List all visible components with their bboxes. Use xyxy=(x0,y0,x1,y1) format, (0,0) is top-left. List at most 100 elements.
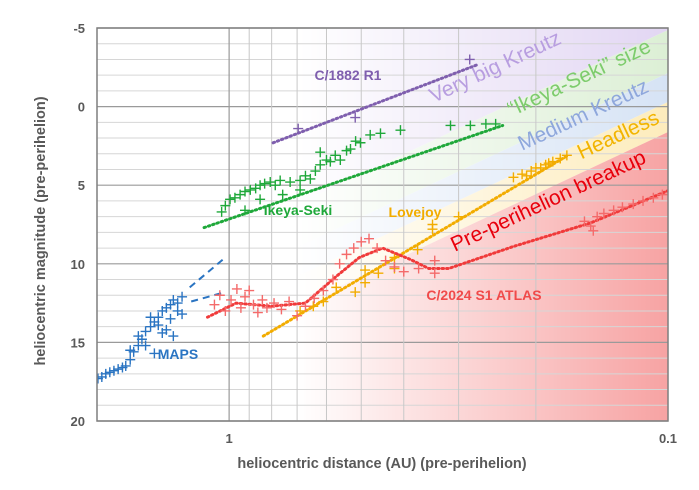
data-point xyxy=(145,312,156,323)
data-point xyxy=(350,136,361,147)
trend-line xyxy=(206,189,668,319)
data-point xyxy=(240,186,251,197)
data-point xyxy=(331,282,342,293)
data-point xyxy=(330,150,341,161)
y-tick-label: 15 xyxy=(71,335,85,350)
data-point xyxy=(555,153,566,164)
data-point xyxy=(315,159,326,170)
data-point xyxy=(412,244,423,255)
data-point xyxy=(209,299,220,310)
data-point xyxy=(309,293,320,304)
data-point xyxy=(125,345,136,356)
data-point xyxy=(585,221,596,232)
data-point xyxy=(375,128,386,139)
plot-border xyxy=(96,27,669,422)
series-maps xyxy=(97,256,226,384)
band-3 xyxy=(97,102,668,401)
data-point xyxy=(292,310,303,321)
axis-ticks: -5 0 5 10 15 20 1 0.1 xyxy=(71,21,678,446)
data-point xyxy=(255,194,266,205)
data-point xyxy=(341,249,352,260)
data-point xyxy=(429,268,440,279)
data-point xyxy=(244,285,255,296)
data-point xyxy=(327,274,338,285)
data-point xyxy=(356,236,367,247)
data-point xyxy=(216,206,227,217)
data-point xyxy=(270,180,281,191)
data-point xyxy=(389,261,400,272)
data-point xyxy=(380,255,391,266)
data-point xyxy=(225,194,236,205)
data-point xyxy=(348,243,359,254)
data-point xyxy=(257,294,268,305)
series-label: MAPS xyxy=(158,346,198,362)
trend-line xyxy=(202,124,505,230)
data-point xyxy=(365,129,376,140)
data-point xyxy=(240,291,251,302)
data-point xyxy=(153,320,164,331)
data-point xyxy=(226,294,237,305)
data-point xyxy=(355,137,366,148)
x-tick-label: 0.1 xyxy=(659,431,677,446)
series-c-2024-s1-atlas xyxy=(206,189,668,321)
data-point xyxy=(285,177,296,188)
data-point xyxy=(592,211,603,222)
data-point xyxy=(395,125,406,136)
data-point xyxy=(350,287,361,298)
data-point xyxy=(579,216,590,227)
data-point xyxy=(293,123,304,134)
series-c-1882-r1 xyxy=(271,54,481,145)
data-point xyxy=(465,120,476,131)
band-0 xyxy=(97,28,668,299)
data-point xyxy=(240,205,251,216)
series-label: C/2024 S1 ATLAS xyxy=(426,287,541,303)
data-point xyxy=(561,150,572,161)
data-point xyxy=(657,189,668,200)
band-4 xyxy=(97,132,668,421)
data-point xyxy=(214,290,225,301)
data-point xyxy=(269,298,280,309)
data-point xyxy=(617,202,628,213)
data-point xyxy=(177,291,188,302)
data-point xyxy=(284,296,295,307)
extrapolation-line xyxy=(189,256,226,289)
data-point xyxy=(517,169,528,180)
data-point xyxy=(259,178,270,189)
data-point xyxy=(275,175,286,186)
x-tick-label: 1 xyxy=(225,431,232,446)
gridlines xyxy=(97,27,668,422)
trend-line xyxy=(271,62,481,145)
data-point xyxy=(364,233,375,244)
series-label: C/1882 R1 xyxy=(315,67,382,83)
y-tick-label: 20 xyxy=(71,414,85,429)
data-point xyxy=(220,200,231,211)
data-point xyxy=(245,184,256,195)
data-point xyxy=(300,301,311,312)
data-point xyxy=(325,156,336,167)
data-point xyxy=(231,283,242,294)
data-point xyxy=(334,258,345,269)
data-point xyxy=(588,225,599,236)
data-point xyxy=(305,173,316,184)
data-point xyxy=(177,309,188,320)
data-point xyxy=(345,144,356,155)
series-ikeya-seki xyxy=(202,118,505,230)
data-point xyxy=(445,120,456,131)
y-tick-label: 10 xyxy=(71,257,85,272)
data-point xyxy=(453,211,464,222)
data-point xyxy=(398,266,409,277)
data-point xyxy=(100,368,111,379)
data-point xyxy=(318,285,329,296)
data-point xyxy=(120,360,131,371)
data-point xyxy=(261,302,272,313)
data-point xyxy=(255,180,266,191)
series-layer xyxy=(97,54,668,384)
data-point xyxy=(335,155,346,166)
data-point xyxy=(229,192,240,203)
data-point xyxy=(648,192,659,203)
data-point xyxy=(265,177,276,188)
data-point xyxy=(530,162,541,173)
data-point xyxy=(108,365,119,376)
